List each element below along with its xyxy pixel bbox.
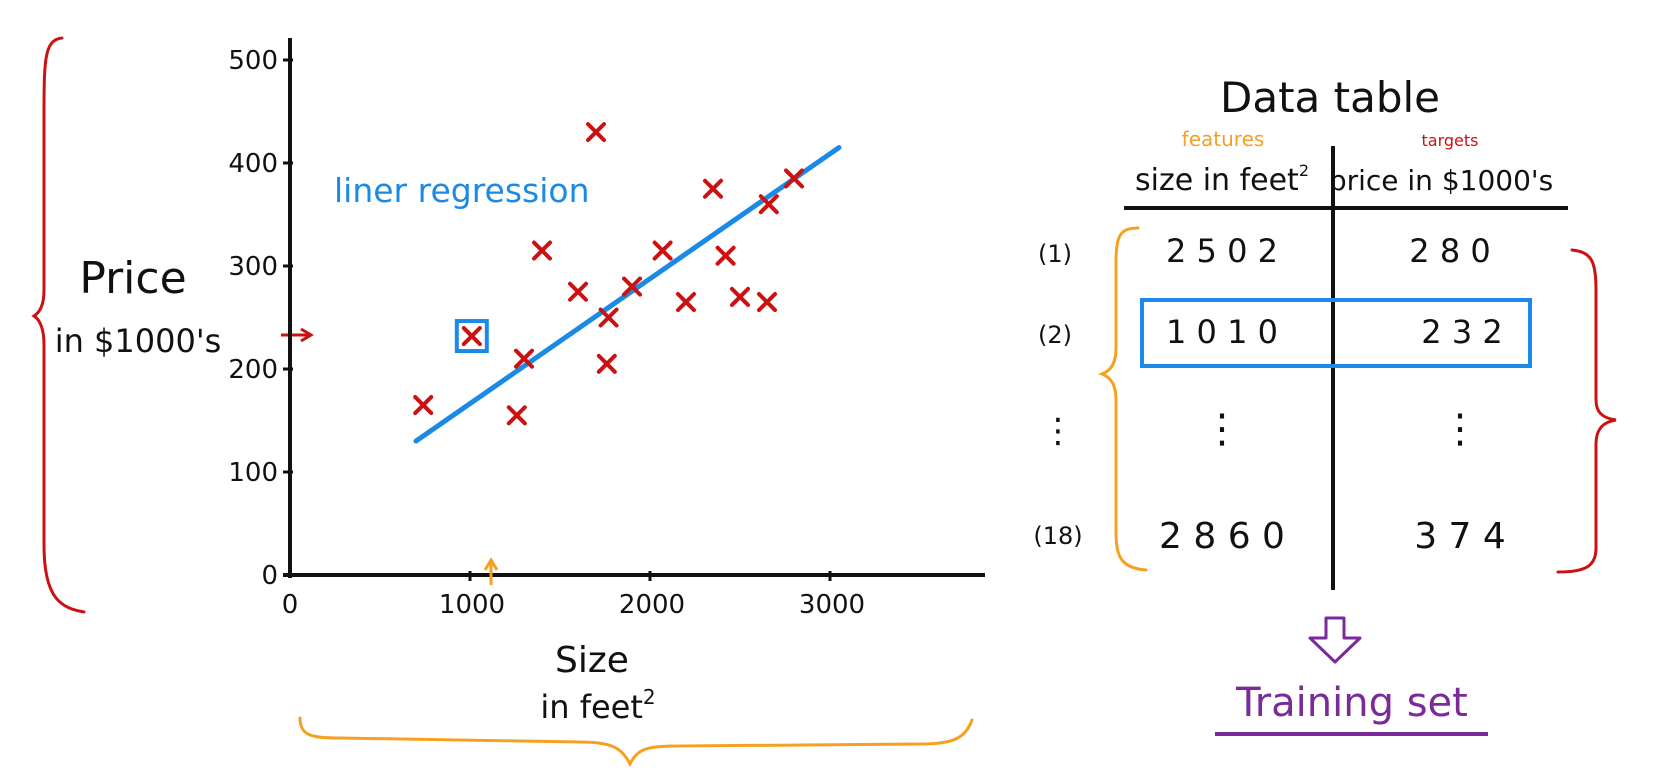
x-tick-label: 0 bbox=[282, 590, 299, 620]
x-tick-label: 1000 bbox=[439, 590, 505, 620]
row-size: 2 8 6 0 bbox=[1159, 516, 1285, 557]
highlight-x-arrow bbox=[483, 557, 499, 585]
data-points bbox=[413, 122, 804, 426]
features-brace bbox=[1097, 226, 1148, 572]
x-tick-label: 2000 bbox=[619, 590, 685, 620]
row-index: (1) bbox=[1038, 240, 1072, 268]
features-tag: features bbox=[1182, 127, 1265, 151]
y-tick-label: 500 bbox=[228, 46, 278, 76]
data-point bbox=[461, 326, 482, 347]
data-point bbox=[413, 395, 434, 416]
highlighted-point-box bbox=[454, 319, 489, 354]
y-tick-label: 200 bbox=[228, 355, 278, 385]
data-point bbox=[730, 286, 750, 307]
axis-ticks: 0 1000 2000 3000 0 100 200 300 400 500 bbox=[228, 46, 865, 620]
row-price: 3 7 4 bbox=[1414, 516, 1506, 557]
y-axis-label-line1: Price bbox=[79, 253, 186, 304]
y-tick-label: 400 bbox=[228, 149, 278, 179]
regression-line bbox=[413, 145, 842, 444]
row-price: 2 3 2 bbox=[1421, 313, 1502, 351]
data-point bbox=[703, 178, 723, 199]
chart-axes bbox=[283, 38, 985, 578]
data-point bbox=[568, 281, 588, 302]
y-tick-label: 100 bbox=[228, 458, 278, 488]
highlight-y-arrow bbox=[281, 327, 314, 343]
data-point bbox=[622, 276, 642, 297]
row-price: ⋮ bbox=[1440, 406, 1480, 452]
col1-header: size in feet2 bbox=[1135, 161, 1309, 198]
regression-label: liner regression bbox=[334, 171, 590, 210]
row-index: (2) bbox=[1038, 321, 1072, 349]
row-size: 1 0 1 0 bbox=[1166, 313, 1278, 351]
data-point bbox=[652, 240, 673, 261]
training-set-label: Training set bbox=[1235, 680, 1468, 726]
y-tick-label: 0 bbox=[261, 561, 278, 591]
row-index: ⋮ bbox=[1041, 411, 1075, 451]
x-tick-label: 3000 bbox=[799, 590, 865, 620]
y-tick-label: 300 bbox=[228, 252, 278, 282]
data-point bbox=[532, 240, 552, 261]
data-point bbox=[598, 307, 619, 328]
targets-tag: targets bbox=[1422, 131, 1479, 150]
targets-brace bbox=[1556, 248, 1617, 574]
y-axis-label-line2: in $1000's bbox=[55, 322, 222, 360]
data-point bbox=[586, 122, 606, 143]
x-axis-label-line2: in feet2 bbox=[540, 685, 655, 726]
data-point bbox=[506, 405, 527, 426]
size-brace bbox=[298, 716, 974, 768]
data-point bbox=[514, 348, 534, 369]
data-point bbox=[676, 292, 696, 313]
data-point bbox=[596, 353, 617, 374]
row-2-highlight bbox=[1140, 298, 1532, 368]
price-brace bbox=[31, 36, 86, 614]
data-point bbox=[757, 292, 777, 313]
data-point bbox=[715, 245, 736, 266]
data-point bbox=[758, 194, 779, 215]
data-point bbox=[784, 168, 804, 189]
row-index: (18) bbox=[1033, 522, 1082, 550]
down-arrow-icon bbox=[1308, 616, 1362, 664]
row-size: ⋮ bbox=[1202, 406, 1242, 452]
x-axis-label-line1: Size bbox=[555, 640, 629, 681]
row-size: 2 5 0 2 bbox=[1166, 232, 1278, 270]
table-title: Data table bbox=[1220, 73, 1440, 122]
col2-header: price in $1000's bbox=[1329, 164, 1553, 197]
row-price: 2 8 0 bbox=[1409, 232, 1490, 270]
